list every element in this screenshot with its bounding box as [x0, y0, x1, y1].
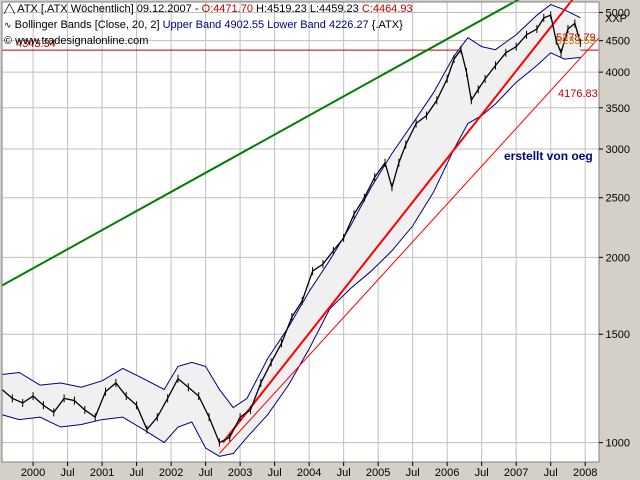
y-axis-unit-label: XXP: [605, 13, 627, 25]
x-tick-label: 2004: [297, 467, 321, 479]
lower-band-label: Lower Band 4226.27: [267, 19, 369, 31]
price-line-label: 4343.34: [16, 38, 56, 50]
x-tick-label: Jul: [544, 467, 558, 479]
trendline-red-thin: [219, 37, 600, 454]
x-tick-label: Jul: [475, 467, 489, 479]
indicator-symbol: {.ATX}: [371, 19, 403, 31]
lower-value-label: 4176.83: [558, 88, 598, 100]
x-axis: 2000 Jul 2001 Jul 2002 Jul 2003 Jul 2004 Jul 2005 J…: [21, 462, 597, 479]
y-axis: 5000 4500 4000 3500 3000 2500 2000 1500 1000: [599, 7, 630, 450]
x-tick-label: 2003: [228, 467, 252, 479]
band-fill: [2, 4, 581, 457]
plot-frame: [1, 1, 600, 463]
low-value: L:4459.23: [309, 3, 359, 15]
x-tick-label: Jul: [61, 467, 75, 479]
x-tick-label: 2007: [504, 467, 528, 479]
high-value: H:4519.23: [256, 3, 307, 15]
indicator-label: Bollinger Bands [Close, 20, 2]: [14, 19, 160, 31]
copyright-icon: ©: [4, 35, 13, 47]
y-tick-label: 5000: [606, 7, 630, 19]
price-series: [1, 11, 581, 447]
x-tick-label: Jul: [199, 467, 213, 479]
x-tick-label: 2008: [573, 467, 597, 479]
x-tick-label: Jul: [337, 467, 351, 479]
x-tick-label: 2001: [90, 467, 114, 479]
y-tick-label: 4000: [606, 67, 630, 79]
trendline-green: [1, 0, 520, 287]
lower-band-line: [1, 52, 581, 457]
y-tick-label: 1500: [606, 329, 630, 341]
x-tick-label: Jul: [130, 467, 144, 479]
x-tick-label: Jul: [268, 467, 282, 479]
chart-icon: ╱╲: [4, 4, 15, 14]
x-tick-label: Jul: [406, 467, 420, 479]
x-tick-label: 2000: [21, 467, 45, 479]
trendlines: [1, 0, 600, 454]
open-value: O:4471.70: [201, 3, 253, 15]
channel-value-label: 5233.55: [556, 35, 596, 47]
period-label: Wöchentlich] 09.12.2007 -: [70, 3, 199, 15]
y-tick-label: 1000: [606, 438, 630, 450]
y-tick-label: 2500: [606, 193, 630, 205]
indicator-icon: ∿: [4, 20, 12, 30]
y-tick-label: 2000: [606, 252, 630, 264]
y-tick-label: 3000: [606, 144, 630, 156]
header-line-2: ∿ Bollinger Bands [Close, 20, 2] Upper B…: [4, 19, 403, 32]
y-tick-label: 4500: [606, 36, 630, 48]
y-tick-label: 3500: [606, 103, 630, 115]
upper-band-label: Upper Band 4902.55: [162, 19, 265, 31]
website-url[interactable]: www.tradesignalonline.com: [15, 35, 149, 47]
x-tick-label: 2002: [159, 467, 183, 479]
header-line-3: © www.tradesignalonline.com: [4, 35, 148, 48]
close-value: C:4464.93: [361, 3, 413, 15]
upper-band-value-label: 5278.79: [556, 32, 596, 44]
trendline-red-thick: [222, 0, 574, 444]
watermark-text: erstellt von oeg: [504, 149, 593, 163]
header-line-1: ╱╲ ATX [.ATX Wöchentlich] 09.12.2007 - O…: [4, 3, 413, 16]
x-tick-label: 2006: [435, 467, 459, 479]
x-tick-label: 2005: [366, 467, 390, 479]
symbol-label: ATX [.ATX: [17, 3, 68, 15]
